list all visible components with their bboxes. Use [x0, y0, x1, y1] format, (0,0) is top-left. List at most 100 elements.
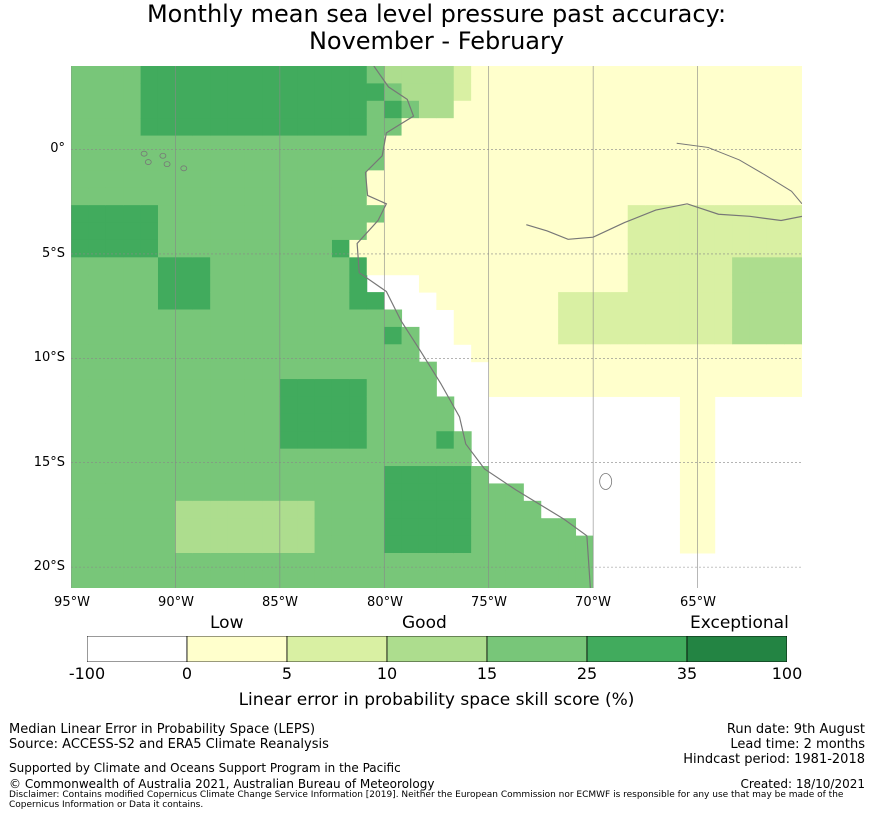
skill-cell — [610, 274, 629, 293]
skill-cell — [349, 309, 368, 328]
skill-cell — [471, 118, 490, 137]
skill-cell — [384, 448, 403, 467]
skill-cell — [71, 100, 89, 119]
skill-cell — [157, 448, 176, 467]
skill-cell — [714, 344, 733, 363]
skill-cell — [244, 239, 263, 258]
skill-cell — [349, 100, 368, 119]
skill-cell — [714, 187, 733, 206]
skill-cell — [192, 135, 211, 154]
skill-cell — [540, 118, 559, 137]
skill-cell — [279, 535, 298, 554]
colorbar-swatch — [286, 636, 388, 662]
skill-cell — [349, 135, 368, 154]
skill-cell — [331, 483, 350, 502]
skill-cell — [523, 118, 542, 137]
skill-cell — [279, 413, 298, 432]
skill-cell — [157, 309, 176, 328]
skill-cell — [645, 326, 664, 345]
skill-cell — [471, 344, 490, 363]
skill-cell — [71, 257, 89, 276]
skill-cell — [540, 152, 559, 171]
skill-cell — [210, 309, 229, 328]
skill-cell — [401, 83, 420, 102]
skill-cell — [488, 100, 507, 119]
skill-cell — [401, 187, 420, 206]
skill-cell — [592, 170, 611, 189]
skill-cell — [210, 361, 229, 380]
skill-cell — [575, 344, 594, 363]
skill-cell — [697, 135, 716, 154]
skill-cell — [645, 257, 664, 276]
skill-cell — [418, 466, 437, 484]
skill-cell — [349, 379, 368, 397]
skill-cell — [627, 379, 646, 397]
skill-cell — [540, 239, 559, 258]
skill-cell — [784, 100, 802, 119]
skill-cell — [123, 379, 142, 397]
skill-cell — [662, 379, 681, 397]
skill-cell — [784, 135, 802, 154]
skill-cell — [349, 83, 368, 102]
skill-cell — [505, 135, 524, 154]
skill-cell — [592, 257, 611, 276]
skill-cell — [401, 518, 420, 537]
skill-cell — [210, 222, 229, 241]
skill-cell — [210, 483, 229, 502]
skill-cell — [471, 500, 490, 519]
skill-cell — [244, 257, 263, 276]
skill-cell — [105, 431, 124, 450]
skill-cell — [366, 257, 385, 276]
skill-cell — [436, 66, 455, 84]
skill-cell — [297, 239, 316, 258]
skill-cell — [697, 379, 716, 397]
skill-cell — [679, 239, 698, 258]
skill-cell — [401, 205, 420, 224]
skill-cell — [453, 483, 472, 502]
skill-cell — [314, 326, 333, 345]
skill-cell — [349, 292, 368, 311]
skill-cell — [766, 239, 785, 258]
skill-cell — [71, 274, 89, 293]
skill-cell — [732, 135, 751, 154]
skill-cell — [105, 535, 124, 554]
skill-cell — [749, 83, 768, 102]
skill-cell — [558, 518, 577, 537]
skill-cell — [262, 170, 281, 189]
skill-cell — [140, 257, 159, 276]
skill-cell — [227, 518, 246, 537]
skill-cell — [505, 379, 524, 397]
skill-cell — [488, 500, 507, 519]
skill-cell — [366, 518, 385, 537]
skill-cell — [192, 535, 211, 554]
skill-cell — [279, 118, 298, 137]
skill-cell — [784, 170, 802, 189]
lon-tick-75w: 75°W — [471, 595, 507, 610]
skill-cell — [558, 239, 577, 258]
skill-cell — [471, 326, 490, 345]
skill-cell — [71, 309, 89, 328]
skill-cell — [592, 135, 611, 154]
skill-cell — [88, 257, 107, 276]
skill-cell — [384, 205, 403, 224]
skill-cell — [714, 379, 733, 397]
skill-cell — [88, 379, 107, 397]
skill-cell — [732, 274, 751, 293]
skill-cell — [436, 570, 455, 588]
skill-cell — [436, 518, 455, 537]
skill-cell — [331, 309, 350, 328]
skill-cell — [210, 135, 229, 154]
skill-cell — [297, 187, 316, 206]
skill-cell — [749, 292, 768, 311]
skill-cell — [418, 483, 437, 502]
skill-cell — [244, 361, 263, 380]
skill-cell — [123, 413, 142, 432]
skill-cell — [558, 274, 577, 293]
skill-cell — [210, 466, 229, 484]
skill-cell — [505, 205, 524, 224]
skill-cell — [331, 379, 350, 397]
skill-cell — [575, 83, 594, 102]
skill-cell — [71, 222, 89, 241]
skill-cell — [71, 413, 89, 432]
skill-cell — [210, 118, 229, 137]
